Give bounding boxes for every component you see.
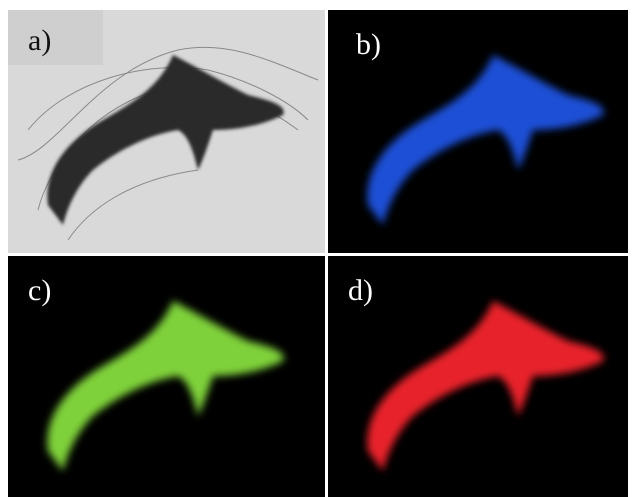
panel-label: d): [348, 274, 373, 307]
panel-d: d): [328, 256, 628, 497]
panel-label: b): [356, 28, 381, 61]
panel-label: a): [28, 24, 51, 57]
panel-label: c): [28, 274, 51, 307]
label-box: [8, 10, 103, 65]
panel-c: c): [8, 256, 325, 497]
panel-b: b): [328, 10, 628, 253]
figure: a) b) c) d): [0, 0, 636, 497]
panel-a: a): [8, 10, 325, 253]
